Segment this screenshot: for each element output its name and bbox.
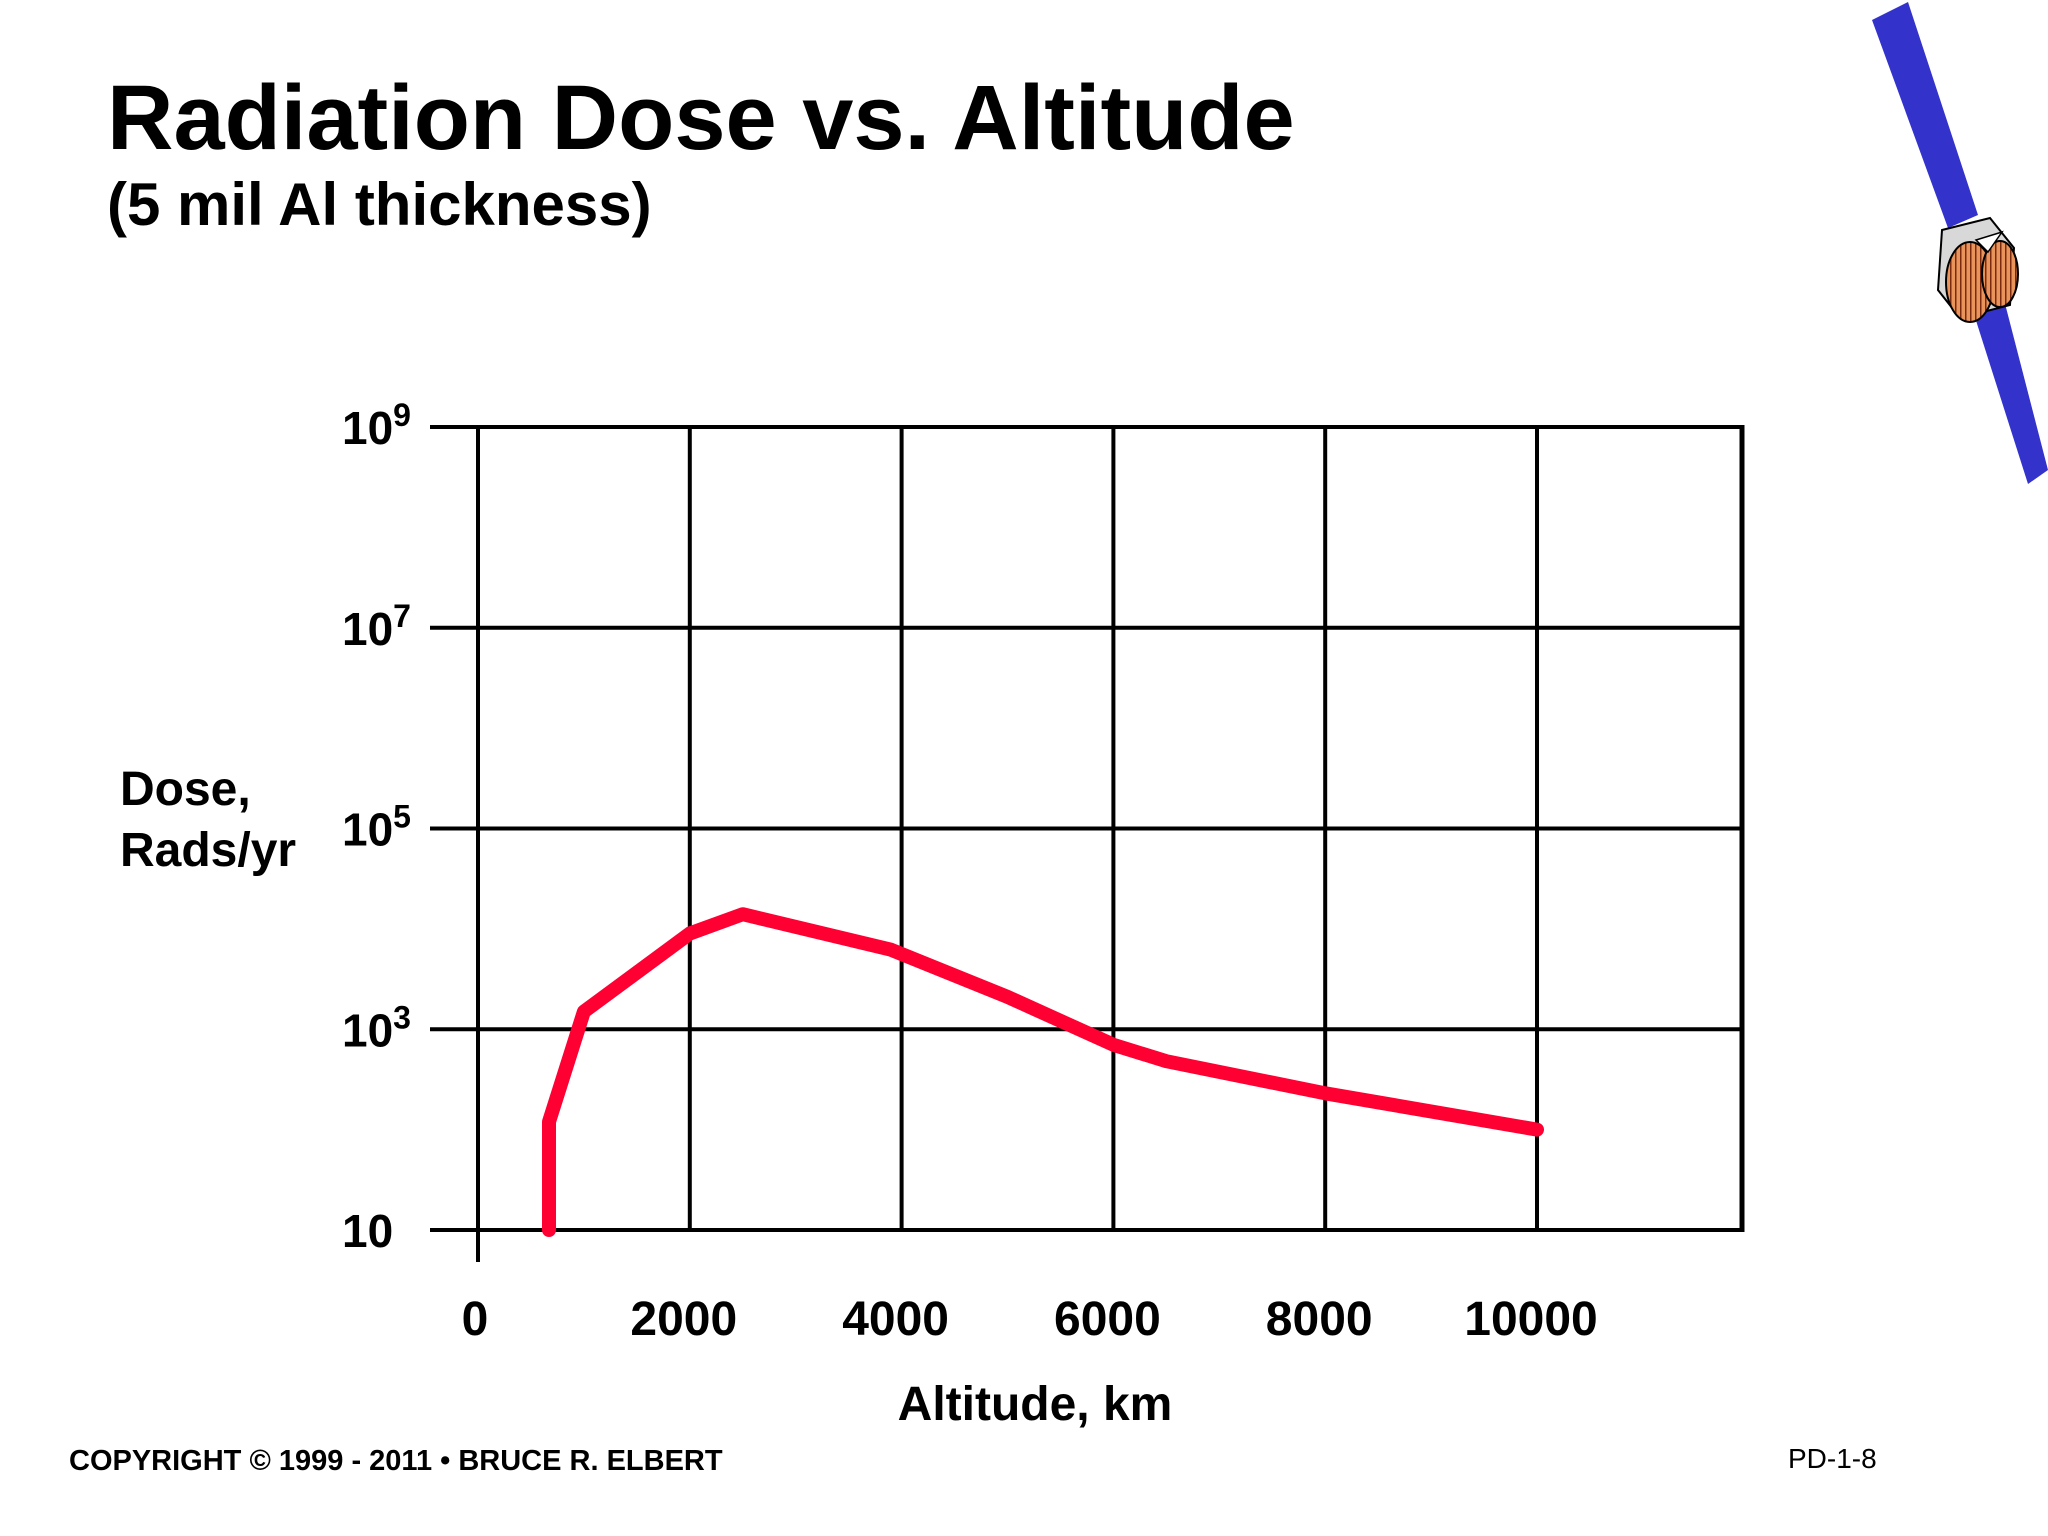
x-tick-label: 0	[462, 1293, 489, 1346]
x-axis-label: Altitude, km	[898, 1378, 1173, 1431]
dose-series-line	[542, 907, 1544, 1237]
solar-panel-upper	[1872, 2, 1978, 228]
x-tick-label: 10000	[1464, 1293, 1597, 1346]
slide-id: PD-1-8	[1788, 1443, 1877, 1474]
y-axis-label: Rads/yr	[120, 824, 296, 877]
y-tick-label: 109	[342, 397, 411, 454]
y-axis-label: Dose,	[120, 763, 251, 816]
feed-horn	[1974, 230, 2004, 254]
antenna-dish-right	[1981, 240, 2019, 308]
copyright-notice: COPYRIGHT © 1999 - 2011 • BRUCE R. ELBER…	[69, 1445, 723, 1477]
x-tick-label: 8000	[1266, 1293, 1373, 1346]
x-tick-label: 4000	[842, 1293, 949, 1346]
solar-panel-lower	[1972, 292, 2048, 484]
x-tick-label: 2000	[630, 1293, 737, 1346]
slide-subtitle: (5 mil Al thickness)	[107, 171, 652, 238]
slide-title: Radiation Dose vs. Altitude	[107, 67, 1295, 169]
y-tick-label: 10	[342, 1205, 393, 1257]
y-tick-label: 103	[342, 999, 411, 1056]
satellite-icon	[1872, 2, 2048, 484]
x-tick-label: 6000	[1054, 1293, 1161, 1346]
y-tick-label: 105	[342, 799, 411, 856]
y-tick-label: 107	[342, 598, 411, 655]
